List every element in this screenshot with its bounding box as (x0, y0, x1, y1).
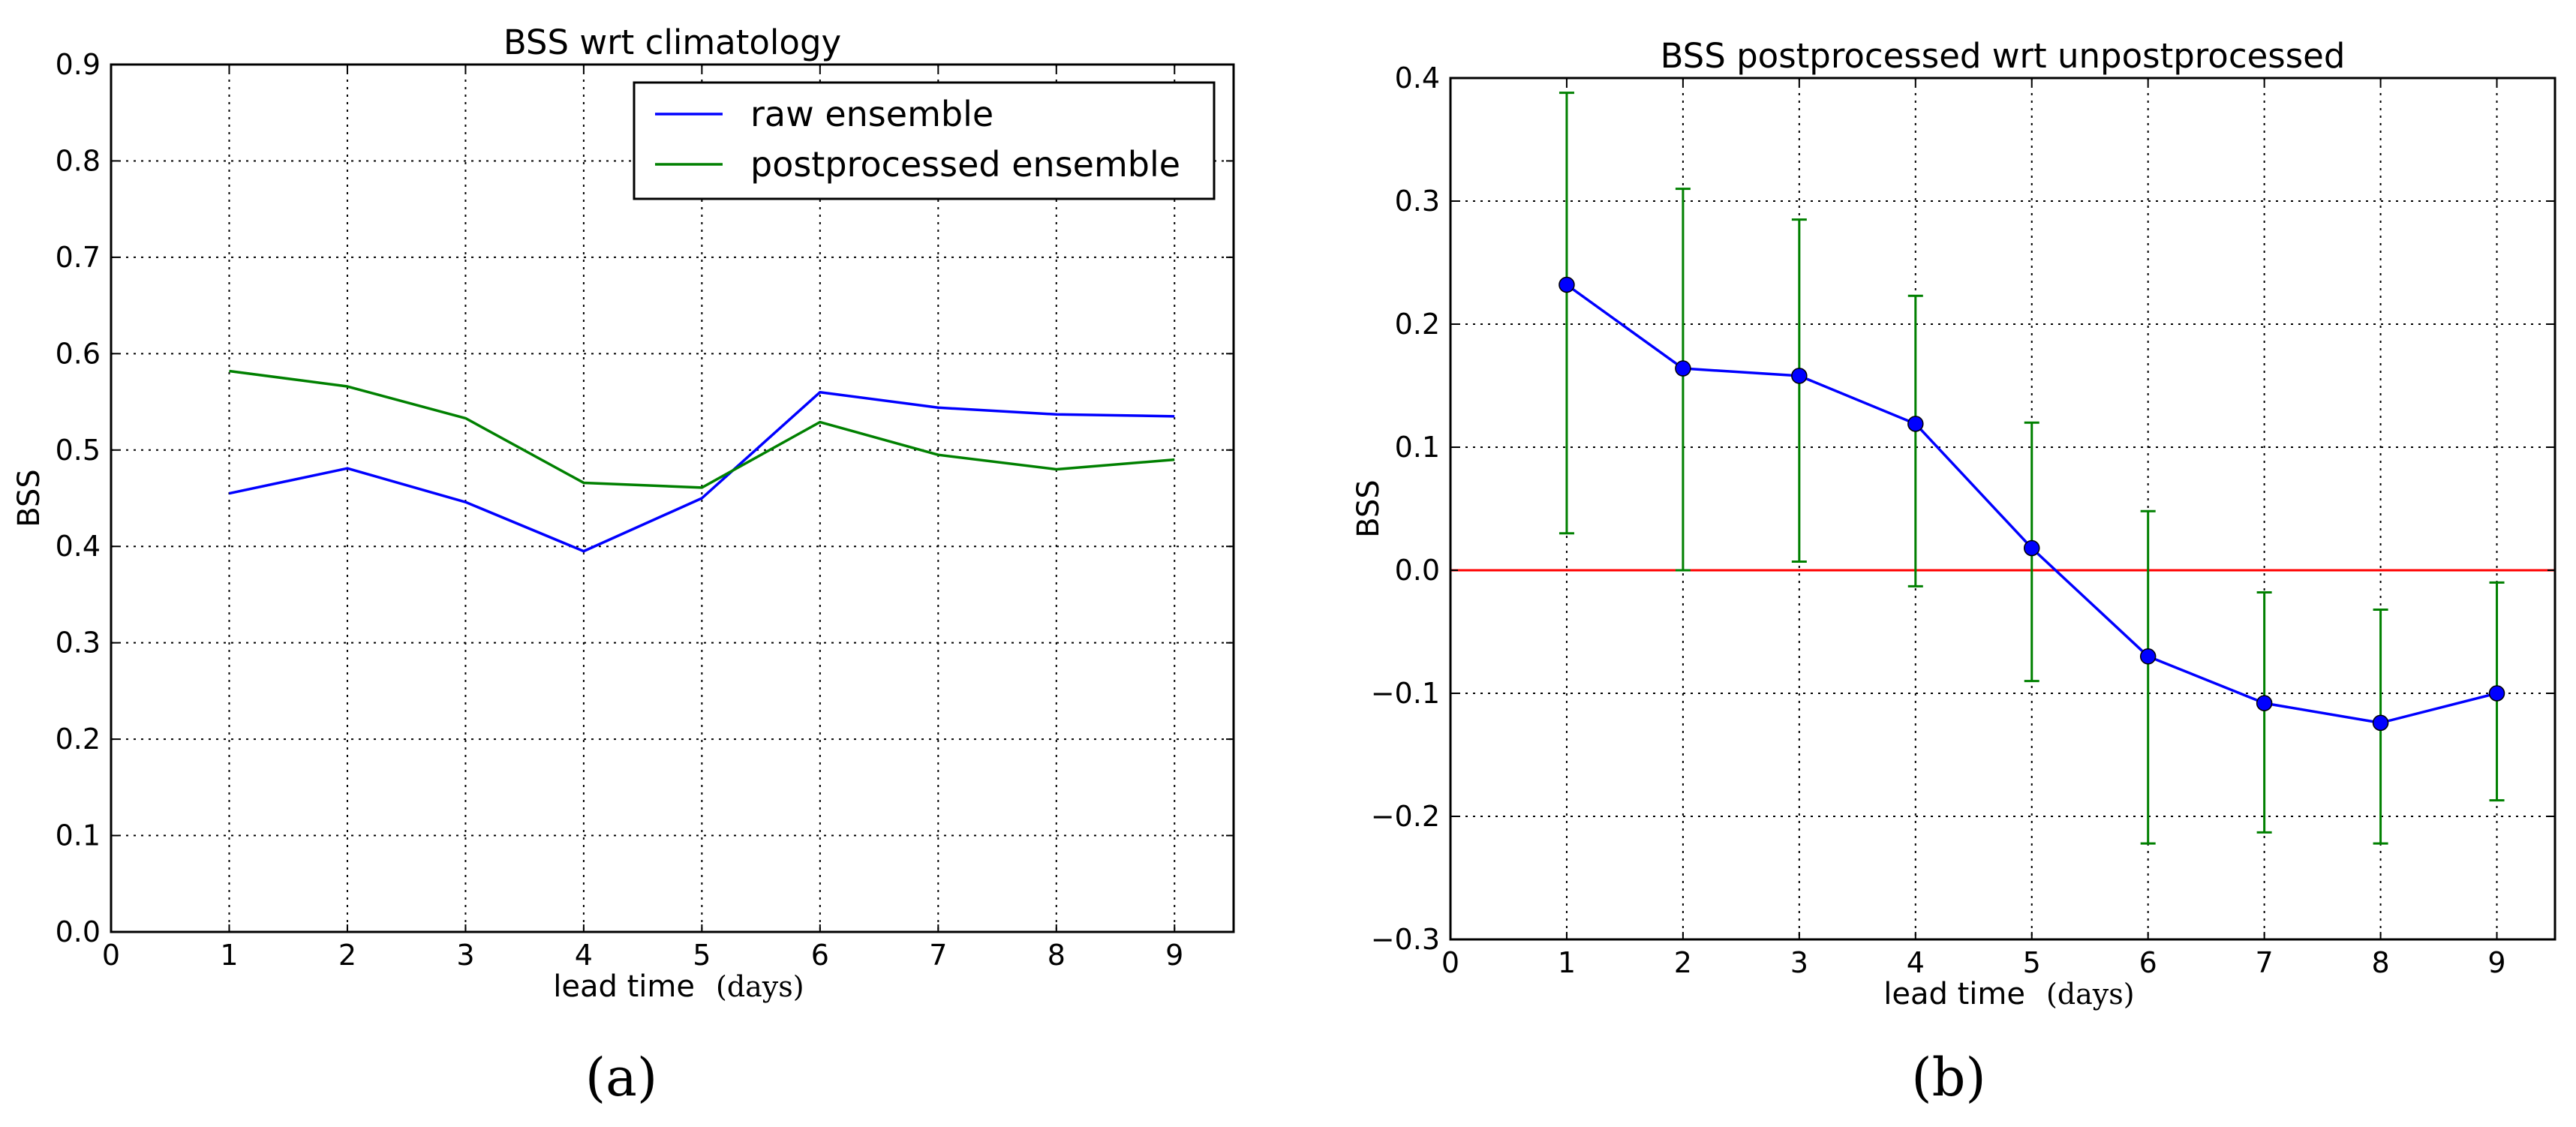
panel-a-legend: raw ensemble postprocessed ensemble (633, 81, 1216, 200)
panel-b-y-tick-label: −0.1 (1371, 677, 1440, 710)
panel-a-y-tick-label: 0.8 (56, 144, 101, 177)
panel-b-x-tick-label: 3 (1790, 946, 1808, 979)
panel-a-y-tick-label: 0.6 (56, 337, 101, 370)
panel-b-frame (1449, 77, 2556, 941)
panel-a-tick-labels: 0 1 2 3 4 5 6 7 8 9 0.0 0.1 0.2 0.3 0.4 0.5 0.6 0.7 0.8 0.9 (56, 48, 1234, 972)
panel-a-y-tick-label: 0.3 (56, 627, 101, 660)
panel-a-title: BSS wrt climatology (503, 23, 841, 62)
panel-a-frame (110, 63, 1235, 933)
panel-b-data-point (2139, 648, 2157, 665)
panel-b-data-point (2023, 539, 2040, 557)
panel-b-x-tick-label: 4 (1907, 946, 1925, 979)
panel-a-x-tick-label: 0 (102, 939, 120, 972)
panel-b-y-tick-label: −0.3 (1371, 923, 1440, 956)
panel-a-x-tick-label: 8 (1048, 939, 1066, 972)
panel-b-data-point (2488, 685, 2505, 702)
panel-a-x-tick-label: 5 (693, 939, 711, 972)
panel-a-x-tick-label: 4 (575, 939, 593, 972)
panel-b-data-point (1791, 368, 1808, 384)
panel-a-x-tick-label: 9 (1165, 939, 1183, 972)
panel-a-y-tick-label: 0.4 (56, 530, 101, 563)
panel-a-x-tick-label: 2 (338, 939, 356, 972)
panel-b-y-tick-label: 0.2 (1395, 308, 1440, 341)
panel-b-x-tick-label: 5 (2023, 946, 2041, 979)
panel-b-x-axis-unit: (days) (2046, 978, 2135, 1011)
panel-a-y-tick-label: 0.2 (56, 723, 101, 756)
panel-a-y-tick-label: 0.9 (56, 48, 101, 81)
legend-label-1: raw ensemble (750, 94, 993, 134)
panel-b-y-tick-label: 0.4 (1395, 62, 1440, 95)
panel-b-x-tick-label: 7 (2256, 946, 2274, 979)
panel-b-data-point (2256, 695, 2273, 711)
panel-b-y-tick-label: 0.1 (1395, 431, 1440, 464)
panel-b-x-tick-label: 9 (2487, 946, 2505, 979)
panel-b-grid (1450, 78, 2555, 939)
panel-a-caption: (a) (585, 1047, 657, 1108)
panel-a-y-tick-label: 0.1 (56, 819, 101, 852)
panel-b-x-tick-label: 1 (1558, 946, 1576, 979)
panel-b-y-axis-label: BSS (1351, 479, 1386, 538)
panel-b-x-tick-label: 8 (2371, 946, 2389, 979)
panel-b-data-point (2372, 714, 2389, 732)
panel-a-grid (111, 65, 1234, 932)
panel-b-y-tick-label: −0.2 (1371, 800, 1440, 833)
panel-b-data-point (1907, 416, 1924, 432)
panel-a-x-tick-label: 6 (811, 939, 829, 972)
panel-b-caption: (b) (1911, 1047, 1985, 1108)
panel-a-x-tick-label: 1 (220, 939, 238, 972)
panel-b-x-axis-label: lead time (1883, 977, 2025, 1011)
panel-b-series (1450, 92, 2555, 845)
panel-a-series-line-2 (229, 369, 1175, 489)
panel-a-series-line-1 (229, 390, 1175, 553)
panel-a-series (229, 369, 1175, 553)
legend-label-2: postprocessed ensemble (750, 144, 1180, 185)
panel-b-data-point (1675, 360, 1691, 377)
panel-b-title: BSS postprocessed wrt unpostprocessed (1661, 36, 2346, 76)
panel-a-x-tick-label: 7 (929, 939, 947, 972)
panel-b-x-tick-label: 0 (1441, 946, 1459, 979)
legend-frame (633, 81, 1216, 200)
panel-b-tick-labels: 0 1 2 3 4 5 6 7 8 9 −0.3 −0.2 −0.1 0.0 0.1 0.2 0.3 0.4 (1371, 62, 2555, 979)
panel-b-y-tick-label: 0.3 (1395, 185, 1440, 218)
panel-a-y-tick-label: 0.0 (56, 915, 101, 948)
panel-b-x-tick-label: 2 (1674, 946, 1692, 979)
panel-b-x-tick-label: 6 (2139, 946, 2157, 979)
panel-a-y-axis-label: BSS (12, 469, 47, 527)
panel-b-chart: 0 1 2 3 4 5 6 7 8 9 −0.3 −0.2 −0.1 0.0 0.1 0.2 0.3 0.4 BS… (1351, 36, 2556, 1108)
panel-b-data-point (1559, 276, 1575, 293)
panel-a-x-tick-label: 3 (456, 939, 474, 972)
panel-a-x-axis-unit: (days) (716, 970, 804, 1003)
panel-b-y-tick-label: 0.0 (1395, 554, 1440, 587)
panel-a-y-tick-label: 0.7 (56, 241, 101, 274)
panel-a-y-tick-label: 0.5 (56, 434, 101, 467)
panel-a-chart: 0 1 2 3 4 5 6 7 8 9 0.0 0.1 0.2 0.3 0.4 0.5 0.6 0.7 0.8 0.9… (12, 23, 1235, 1108)
panel-a-x-axis-label: lead time (553, 969, 695, 1004)
